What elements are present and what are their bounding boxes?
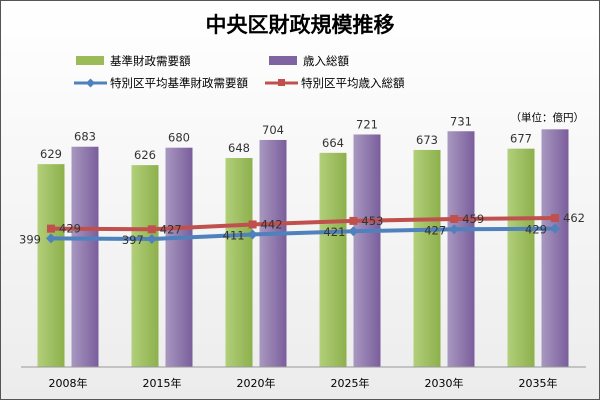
bar-need-5 [507,148,535,367]
bar-need-3 [319,152,347,367]
line-avg-revenue [49,216,557,232]
data-label-avg-revenue-3: 453 [361,214,383,228]
legend-marker-avg-need [86,78,95,88]
marker-avg-revenue-3 [349,216,358,225]
data-label-revenue-0: 683 [74,130,96,144]
bar-need-1 [131,165,159,367]
data-label-need-4: 673 [416,133,438,147]
bar-revenue-0 [71,146,99,367]
legend-label-need: 基準財政需要額 [110,54,191,68]
plot-area: 629 683 626 680 648 704 664 721 673 731 677 399 429 3… [19,114,585,367]
data-label-revenue-1: 680 [168,131,190,145]
marker-avg-revenue-5 [551,214,559,223]
x-tick-3: 2025年 [331,376,370,390]
marker-avg-need-0 [46,233,56,244]
marker-avg-revenue-1 [147,225,156,234]
x-tick-1: 2015年 [143,376,182,390]
data-label-avg-need-4: 427 [424,223,446,237]
data-label-avg-revenue-0: 429 [59,222,81,236]
bar-revenue-4 [447,131,475,367]
data-label-avg-revenue-4: 459 [462,212,484,226]
legend-label-revenue: 歳入総額 [303,54,349,68]
data-label-avg-revenue-2: 442 [261,217,283,231]
bar-revenue-1 [165,147,193,367]
marker-avg-need-4 [449,224,460,235]
data-label-avg-revenue-1: 427 [160,222,182,236]
x-tick-4: 2030年 [425,376,464,390]
bar-need-0 [37,164,65,367]
bar-need-2 [225,158,253,367]
marker-avg-need-2 [247,229,258,240]
data-label-revenue-2: 704 [262,123,284,137]
data-label-avg-need-1: 397 [122,233,144,247]
marker-avg-need-3 [348,226,359,237]
data-label-need-5: 677 [510,132,532,146]
x-axis-ticks: 2008年 2015年 2020年 2025年 2030年 2035年 [49,376,558,390]
marker-avg-revenue-0 [47,224,55,233]
chart-title: 中央区財政規模推移 [206,13,395,37]
data-label-need-0: 629 [40,147,62,161]
bar-revenue-3 [353,134,381,367]
marker-avg-need-1 [146,233,157,244]
data-label-avg-need-3: 421 [323,225,345,239]
x-tick-0: 2008年 [49,376,88,390]
x-tick-5: 2035年 [519,376,558,390]
data-label-revenue-3: 721 [356,117,378,131]
data-label-avg-need-0: 399 [19,232,41,246]
legend-label-avg-need: 特別区平均基準財政需要額 [110,76,248,90]
legend-label-avg-revenue: 特別区平均歳入総額 [301,76,405,90]
legend-swatch-need [76,56,104,65]
data-label-need-2: 648 [228,141,250,155]
data-label-avg-revenue-5: 462 [563,211,585,225]
unit-note: （単位：億円） [511,111,585,124]
bar-revenue-2 [259,139,287,367]
data-label-need-3: 664 [322,136,344,150]
marker-avg-need-5 [550,223,560,234]
bar-revenue-5 [541,129,569,367]
marker-avg-revenue-2 [248,220,257,229]
data-label-avg-need-5: 429 [525,223,547,237]
marker-avg-revenue-4 [450,214,459,223]
data-label-need-1: 626 [134,148,156,162]
data-label-revenue-4: 731 [450,114,472,128]
legend-marker-avg-revenue [278,79,285,86]
line-avg-need [49,226,557,241]
legend-swatch-revenue [269,56,297,65]
bar-need-4 [413,149,441,367]
x-tick-2: 2020年 [237,376,276,390]
legend: 基準財政需要額 歳入総額 特別区平均基準財政需要額 特別区平均歳入総額 [74,54,405,90]
data-label-avg-need-2: 411 [223,228,245,242]
